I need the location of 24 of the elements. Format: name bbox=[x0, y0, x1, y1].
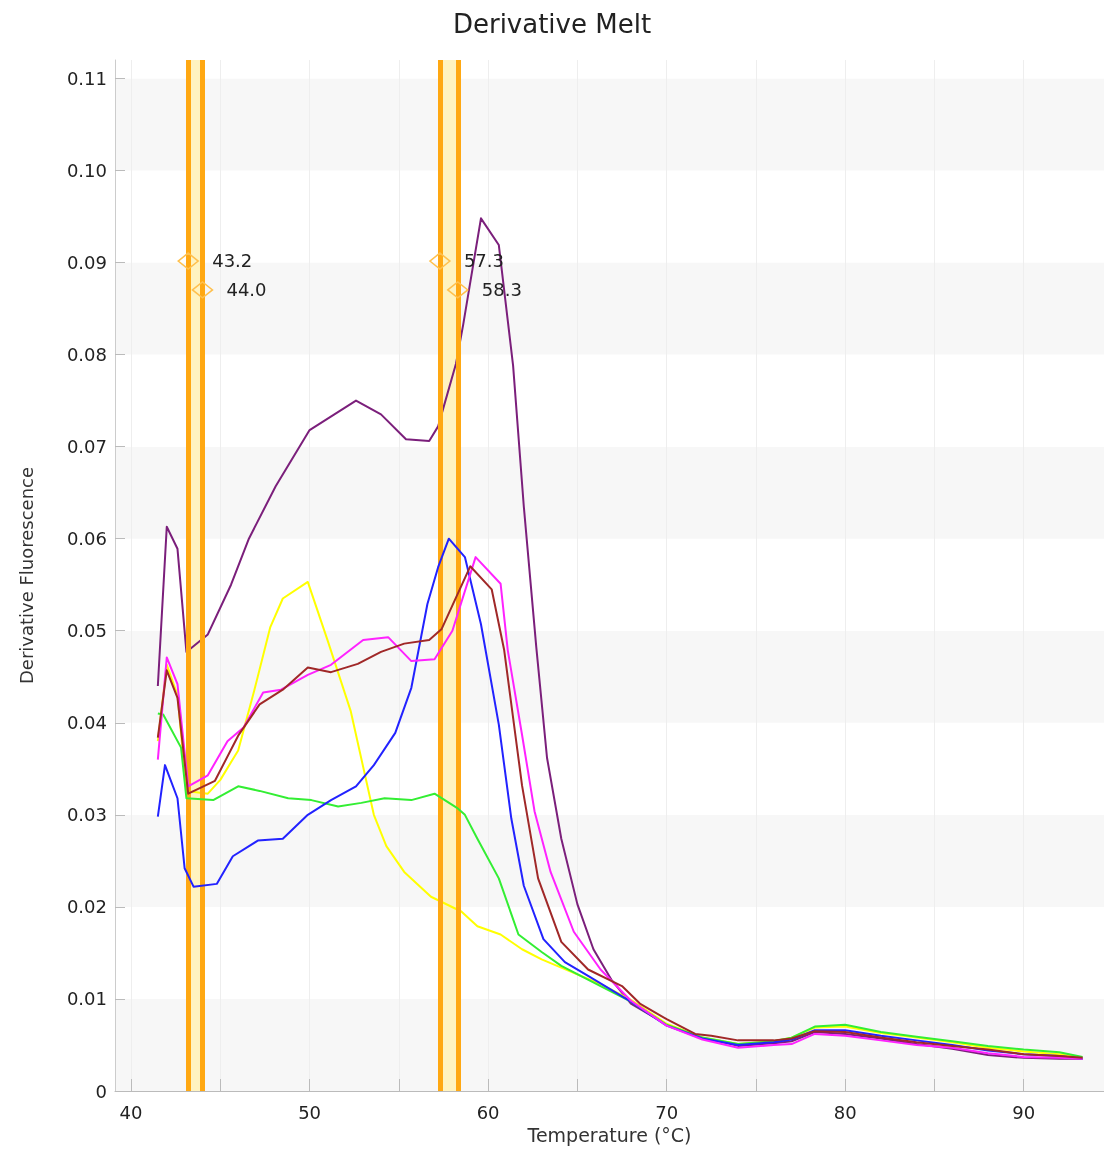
x-tick-label: 90 bbox=[1012, 1101, 1036, 1123]
y-tick-label: 0.06 bbox=[66, 528, 107, 550]
y-tick-label: 0.07 bbox=[66, 436, 107, 458]
chart-title: Derivative Melt bbox=[452, 9, 652, 39]
line-series bbox=[156, 712, 1084, 1058]
x-tick-label: 70 bbox=[655, 1101, 679, 1123]
y-tick-label: 0.08 bbox=[66, 344, 107, 366]
y-tick-label: 0.02 bbox=[66, 896, 107, 918]
y-tick-label: 0 bbox=[95, 1080, 107, 1102]
ref-line-label: 43.2 bbox=[212, 250, 253, 272]
y-tick-label: 0.04 bbox=[66, 712, 107, 734]
y-tick-label: 0.09 bbox=[66, 252, 107, 274]
x-tick-label: 60 bbox=[476, 1101, 500, 1123]
x-tick-label: 40 bbox=[119, 1101, 143, 1123]
y-tick-label: 0.01 bbox=[66, 988, 107, 1010]
x-tick-label: 80 bbox=[833, 1101, 857, 1123]
x-tick-label: 50 bbox=[298, 1101, 322, 1123]
ref-line-label: 44.0 bbox=[226, 278, 267, 300]
y-tick-label: 0.11 bbox=[66, 67, 107, 89]
y-axis-title: Derivative Fluorescence bbox=[15, 466, 37, 685]
x-axis-title: Temperature (°C) bbox=[526, 1124, 692, 1147]
y-tick-label: 0.10 bbox=[66, 159, 107, 181]
y-tick-label: 0.03 bbox=[66, 804, 107, 826]
y-tick-label: 0.05 bbox=[66, 620, 107, 642]
